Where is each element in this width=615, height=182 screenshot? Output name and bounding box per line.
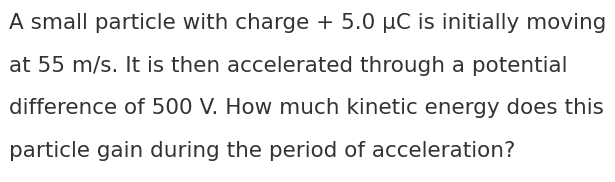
Text: A small particle with charge + 5.0 μC is initially moving: A small particle with charge + 5.0 μC is… <box>9 13 606 33</box>
Text: particle gain during the period of acceleration?: particle gain during the period of accel… <box>9 141 515 161</box>
Text: difference of 500 V. How much kinetic energy does this: difference of 500 V. How much kinetic en… <box>9 98 604 118</box>
Text: at 55 m/s. It is then accelerated through a potential: at 55 m/s. It is then accelerated throug… <box>9 56 568 76</box>
